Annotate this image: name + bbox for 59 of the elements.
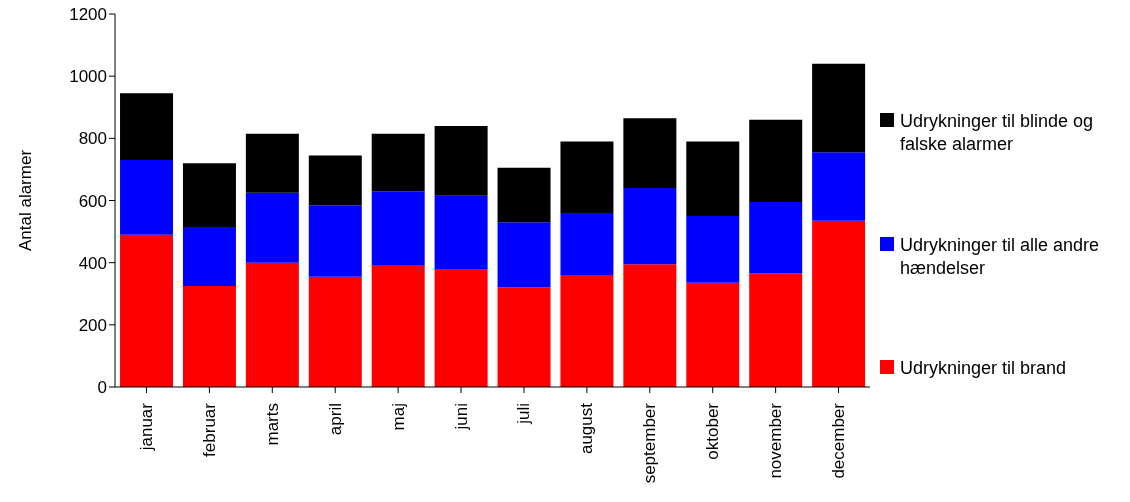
y-tick-label: 400 (78, 253, 107, 273)
x-tick-label: maj (388, 403, 408, 431)
bar (623, 118, 677, 189)
bar (812, 63, 866, 153)
bar (623, 264, 677, 387)
x-tick-label: marts (262, 403, 282, 446)
bar (371, 265, 425, 387)
bar (308, 276, 362, 387)
bar (686, 216, 740, 283)
y-tick-label: 1200 (69, 5, 107, 25)
x-tick-label: september (640, 402, 660, 484)
bar (371, 133, 425, 192)
legend-label: Udrykninger til brand (900, 357, 1068, 380)
y-axis-title: Antal alarmer (16, 149, 36, 252)
bar (120, 234, 174, 387)
x-tick-label: oktober (703, 402, 723, 460)
bar (434, 268, 488, 387)
bar (560, 141, 614, 213)
x-tick-label: december (829, 402, 849, 479)
bar (434, 125, 488, 196)
bar (812, 152, 866, 221)
bar (749, 202, 803, 274)
x-tick-label: august (577, 402, 597, 455)
y-tick-label: 200 (78, 315, 107, 335)
bar (686, 282, 740, 387)
bar (749, 119, 803, 203)
x-tick-label: januar (136, 402, 156, 452)
bar (308, 155, 362, 206)
x-tick-label: juli (514, 403, 534, 425)
bar (560, 212, 614, 276)
bar (308, 205, 362, 277)
bar (245, 192, 299, 263)
bar (245, 262, 299, 387)
legend-label: Udrykninger til alle andre hændelser (900, 233, 1101, 280)
x-tick-label: november (766, 402, 786, 479)
bar (749, 273, 803, 387)
bar (623, 188, 677, 265)
x-tick-label: april (325, 403, 345, 436)
bar (497, 222, 551, 288)
bar (686, 141, 740, 217)
legend-label: Udrykninger til blinde og falske alarmer (900, 110, 1095, 156)
y-tick-label: 1000 (69, 67, 107, 87)
bar (182, 226, 236, 286)
bar (245, 133, 299, 193)
bar (434, 195, 488, 269)
x-tick-label: juni (451, 403, 471, 431)
bar (497, 287, 551, 387)
bar (120, 160, 174, 235)
y-tick-label: 800 (78, 129, 107, 149)
bar (182, 285, 236, 387)
bar (371, 191, 425, 266)
bar (182, 163, 236, 227)
bar (812, 220, 866, 387)
x-tick-label: februar (199, 402, 219, 457)
bar (560, 275, 614, 387)
y-tick-label: 0 (97, 378, 107, 398)
bar (120, 93, 174, 161)
y-tick-label: 600 (78, 191, 107, 211)
bar (497, 167, 551, 223)
